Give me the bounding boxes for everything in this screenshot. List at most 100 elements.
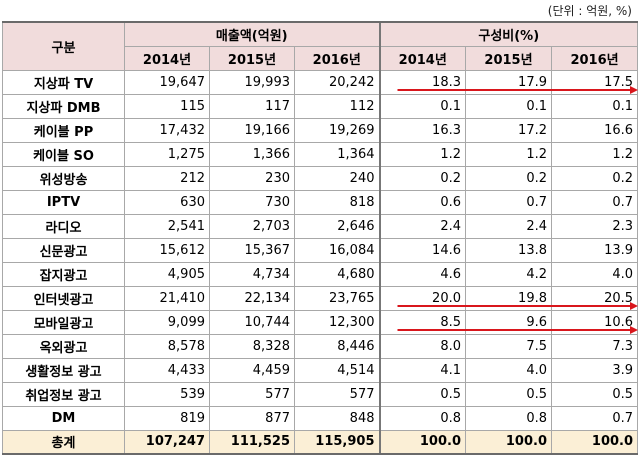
ratio-cell: 100.0 (378, 429, 466, 455)
ratio-cell: 0.1 (378, 93, 466, 119)
sales-cell: 20,242 (294, 69, 380, 95)
total-row: 총계 107,247 111,525 115,905 100.0 100.0 1… (2, 429, 639, 455)
table-row: 모바일광고 9,099 10,744 12,300 8.5 9.6 10.6 (2, 309, 639, 335)
ratio-cell: 0.5 (465, 381, 552, 407)
sales-cell: 4,680 (294, 261, 380, 287)
ratio-cell: 8.5 (378, 309, 466, 335)
ratio-cell: 17.2 (465, 117, 552, 143)
ratio-cell: 0.2 (465, 165, 552, 191)
sales-cell: 10,744 (209, 309, 295, 335)
ratio-cell: 8.0 (378, 333, 466, 359)
sales-cell: 117 (209, 93, 295, 119)
ratio-cell: 2.4 (378, 213, 466, 239)
sales-cell: 818 (294, 189, 380, 215)
ratio-cell: 20.0 (378, 285, 466, 311)
sales-cell: 9,099 (124, 309, 210, 335)
sales-cell: 577 (209, 381, 295, 407)
table-row: IPTV 630 730 818 0.6 0.7 0.7 (2, 189, 639, 215)
sales-cell: 630 (124, 189, 210, 215)
ratio-cell: 13.9 (550, 237, 639, 263)
ratio-cell: 9.6 (465, 309, 552, 335)
header-ratio-year: 2016년 (550, 45, 639, 71)
sales-cell: 111,525 (209, 429, 295, 455)
ratio-cell: 7.5 (465, 333, 552, 359)
sales-cell: 115 (124, 93, 210, 119)
sales-cell: 8,446 (294, 333, 380, 359)
header-sales-year: 2016년 (294, 45, 380, 71)
ratio-cell: 4.0 (465, 357, 552, 383)
ratio-cell: 4.2 (465, 261, 552, 287)
row-label: 라디오 (2, 213, 125, 239)
ratio-cell: 0.2 (550, 165, 639, 191)
ratio-cell: 2.4 (465, 213, 552, 239)
sales-cell: 730 (209, 189, 295, 215)
row-label: 인터넷광고 (2, 285, 125, 311)
row-label: 총계 (2, 429, 125, 455)
sales-cell: 107,247 (124, 429, 210, 455)
ratio-cell: 4.6 (378, 261, 466, 287)
sales-cell: 4,905 (124, 261, 210, 287)
row-label: 위성방송 (2, 165, 125, 191)
sales-cell: 2,703 (209, 213, 295, 239)
ratio-cell: 1.2 (465, 141, 552, 167)
ratio-cell: 16.6 (550, 117, 639, 143)
row-label: 케이블 SO (2, 141, 125, 167)
ratio-cell: 0.7 (550, 189, 639, 215)
sales-cell: 2,541 (124, 213, 210, 239)
sales-cell: 4,514 (294, 357, 380, 383)
table-row: 케이블 SO 1,275 1,366 1,364 1.2 1.2 1.2 (2, 141, 639, 167)
header-ratio-year: 2015년 (465, 45, 552, 71)
ratio-cell: 4.0 (550, 261, 639, 287)
sales-cell: 1,364 (294, 141, 380, 167)
sales-cell: 23,765 (294, 285, 380, 311)
ratio-cell: 0.8 (378, 405, 466, 431)
sales-table: 구분 매출액(억원) 구성비(%) 2014년 2015년 2016년 2014… (2, 21, 639, 455)
sales-cell: 230 (209, 165, 295, 191)
sales-cell: 8,328 (209, 333, 295, 359)
ratio-cell: 7.3 (550, 333, 639, 359)
sales-cell: 19,993 (209, 69, 295, 95)
row-label: 생활정보 광고 (2, 357, 125, 383)
unit-note: (단위 : 억원, %) (547, 4, 632, 18)
ratio-cell: 14.6 (378, 237, 466, 263)
sales-cell: 17,432 (124, 117, 210, 143)
table-row: 위성방송 212 230 240 0.2 0.2 0.2 (2, 165, 639, 191)
ratio-cell: 0.5 (550, 381, 639, 407)
table-row: 옥외광고 8,578 8,328 8,446 8.0 7.5 7.3 (2, 333, 639, 359)
table-row: 인터넷광고 21,410 22,134 23,765 20.0 19.8 20.5 (2, 285, 639, 311)
header-sales-group: 매출액(억원) (124, 21, 380, 47)
sales-cell: 539 (124, 381, 210, 407)
sales-cell: 4,734 (209, 261, 295, 287)
ratio-cell: 1.2 (378, 141, 466, 167)
sales-cell: 240 (294, 165, 380, 191)
ratio-cell: 0.6 (378, 189, 466, 215)
row-label: IPTV (2, 189, 125, 215)
row-label: 케이블 PP (2, 117, 125, 143)
header-sales-year: 2015년 (209, 45, 295, 71)
sales-cell: 21,410 (124, 285, 210, 311)
row-label: 모바일광고 (2, 309, 125, 335)
sales-cell: 1,275 (124, 141, 210, 167)
row-label: 지상파 DMB (2, 93, 125, 119)
table-row: 지상파 TV 19,647 19,993 20,242 18.3 17.9 17.5 (2, 69, 639, 95)
ratio-cell: 100.0 (465, 429, 552, 455)
ratio-cell: 0.5 (378, 381, 466, 407)
sales-cell: 8,578 (124, 333, 210, 359)
ratio-cell: 0.1 (550, 93, 639, 119)
table-row: 케이블 PP 17,432 19,166 19,269 16.3 17.2 16.6 (2, 117, 639, 143)
table-row: 지상파 DMB 115 117 112 0.1 0.1 0.1 (2, 93, 639, 119)
row-label: 잡지광고 (2, 261, 125, 287)
sales-cell: 848 (294, 405, 380, 431)
header-ratio-group: 구성비(%) (378, 21, 639, 47)
sales-cell: 1,366 (209, 141, 295, 167)
ratio-cell: 10.6 (550, 309, 639, 335)
ratio-cell: 2.3 (550, 213, 639, 239)
ratio-cell: 3.9 (550, 357, 639, 383)
ratio-cell: 19.8 (465, 285, 552, 311)
ratio-cell: 18.3 (378, 69, 466, 95)
sales-cell: 4,433 (124, 357, 210, 383)
ratio-cell: 17.5 (550, 69, 639, 95)
header-category: 구분 (2, 21, 125, 71)
row-label: 지상파 TV (2, 69, 125, 95)
header-sales-year: 2014년 (124, 45, 210, 71)
